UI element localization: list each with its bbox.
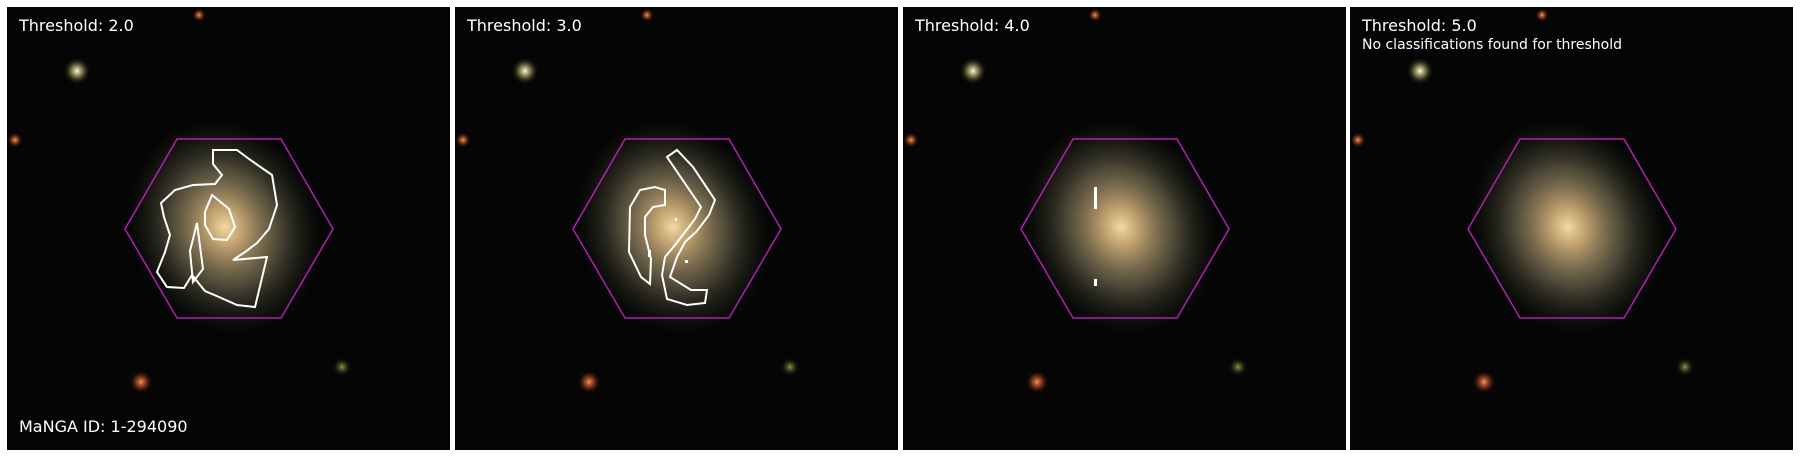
star <box>959 57 987 85</box>
ifu-hexagon <box>124 138 334 319</box>
star <box>1535 8 1549 22</box>
galaxy-image <box>1350 8 1695 394</box>
star <box>455 132 471 148</box>
manga-id-label: MaNGA ID: 1-294090 <box>19 417 188 436</box>
star <box>7 132 23 148</box>
star <box>1350 132 1366 148</box>
ifu-hexagon <box>572 138 782 319</box>
galaxy-image <box>7 8 352 394</box>
star <box>903 132 919 148</box>
star <box>63 57 91 85</box>
ifu-hexagon <box>1020 138 1230 319</box>
classification-contour <box>660 148 717 307</box>
threshold-label: Threshold: 3.0 <box>467 16 582 35</box>
star <box>1088 8 1102 22</box>
panel-threshold-2: Threshold: 2.0 MaNGA ID: 1-294090 <box>7 7 450 450</box>
classification-contour <box>1094 279 1097 286</box>
star <box>1406 57 1434 85</box>
panel-threshold-5: Threshold: 5.0 No classifications found … <box>1350 7 1793 450</box>
star <box>1228 357 1248 377</box>
classification-contour <box>1094 187 1097 209</box>
star <box>640 8 654 22</box>
galaxy-image <box>903 8 1248 394</box>
threshold-label: Threshold: 5.0 <box>1362 16 1477 35</box>
galaxy-image <box>455 8 800 394</box>
star <box>1675 357 1695 377</box>
classification-contour <box>685 260 688 263</box>
threshold-label: Threshold: 4.0 <box>915 16 1030 35</box>
classification-contour <box>675 218 677 221</box>
classification-contour <box>155 149 279 309</box>
star <box>1472 370 1496 394</box>
star <box>129 370 153 394</box>
classification-contour <box>627 185 666 286</box>
panel-threshold-4: Threshold: 4.0 <box>903 7 1346 450</box>
ifu-hexagon <box>1467 138 1677 319</box>
star <box>1025 370 1049 394</box>
classification-contour <box>188 222 205 285</box>
star <box>192 8 206 22</box>
panel-threshold-3: Threshold: 3.0 <box>455 7 898 450</box>
classification-contour <box>204 193 237 242</box>
star <box>511 57 539 85</box>
threshold-label: Threshold: 2.0 <box>19 16 134 35</box>
classification-contour <box>648 250 651 257</box>
star <box>332 357 352 377</box>
star <box>780 357 800 377</box>
no-classifications-note: No classifications found for threshold <box>1362 37 1622 53</box>
star <box>577 370 601 394</box>
